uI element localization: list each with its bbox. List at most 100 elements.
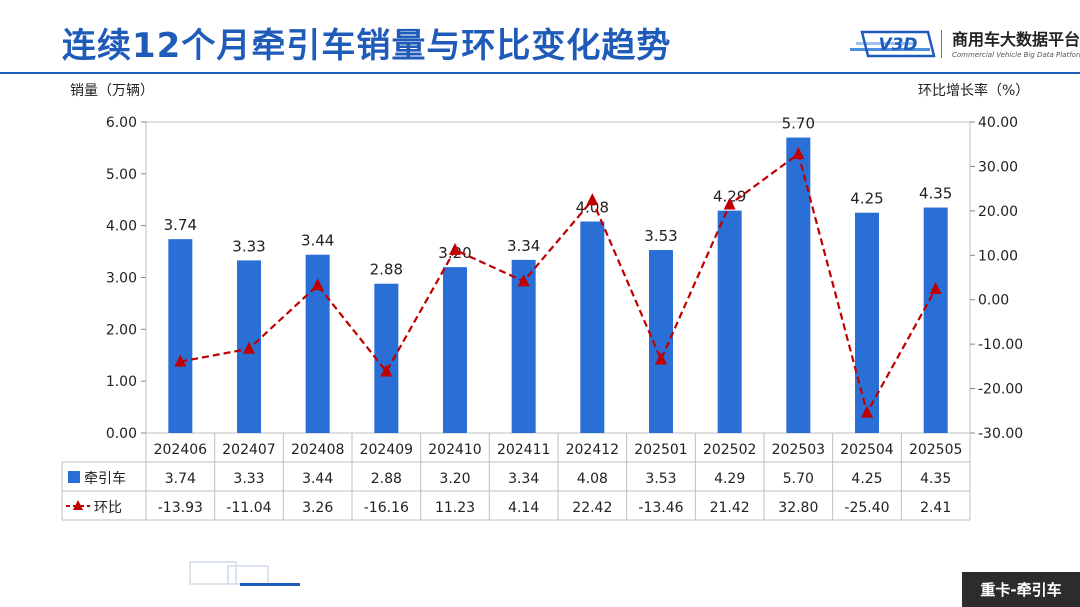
table-line-value: 2.41 (920, 500, 951, 516)
right-axis-tick-label: -30.00 (978, 426, 1023, 442)
truck-decoration-icon (189, 561, 269, 585)
left-axis-tick-label: 6.00 (106, 115, 137, 131)
table-line-value: 22.42 (572, 500, 612, 516)
bar-value-label: 4.29 (713, 188, 746, 206)
bar-value-label: 3.44 (301, 232, 334, 250)
legend-line-name: 环比 (94, 500, 122, 516)
plot-area (145, 121, 971, 434)
bar-value-label: 4.08 (576, 199, 609, 217)
mom-point (243, 341, 255, 354)
table-line-value: 3.26 (302, 500, 333, 516)
category-label: 202411 (497, 442, 550, 458)
right-axis-title: 环比增长率（%） (918, 83, 1030, 99)
truck-logo-icon: V3D (850, 30, 936, 58)
logo-text-cn: 商用车大数据平台 (952, 30, 1080, 49)
category-label: 202407 (222, 442, 275, 458)
table-line-value: -13.93 (158, 500, 203, 516)
bar (717, 210, 742, 433)
bar (786, 137, 811, 434)
category-label: 202409 (360, 442, 413, 458)
right-axis-tick-label: -20.00 (978, 382, 1023, 398)
category-label: 202410 (428, 442, 481, 458)
table-bar-value: 4.25 (851, 471, 882, 487)
bar (168, 239, 193, 433)
category-label: 202406 (154, 442, 208, 458)
bar (443, 267, 467, 433)
mom-point (723, 197, 736, 210)
mom-point (929, 282, 942, 295)
legend-bar-name: 牵引车 (84, 470, 126, 487)
right-axis-tick-label: 30.00 (978, 159, 1018, 175)
left-axis-tick-label: 1.00 (106, 374, 137, 390)
footer-accent (240, 583, 300, 586)
mom-line (180, 152, 937, 416)
bar-value-label: 3.53 (644, 227, 677, 245)
bar-value-label: 3.74 (164, 216, 197, 234)
table-bar-value: 3.74 (165, 471, 196, 487)
mom-point (792, 146, 805, 159)
mom-point (311, 278, 324, 291)
category-label: 202501 (634, 442, 687, 458)
title-underline (0, 72, 1080, 74)
table-bar-value: 3.53 (645, 471, 676, 487)
mom-point (449, 242, 461, 255)
category-label: 202505 (909, 442, 962, 458)
bar-value-label: 5.70 (782, 115, 815, 133)
bar (923, 207, 948, 433)
category-label: 202408 (291, 442, 344, 458)
table-bar-value: 2.88 (371, 471, 402, 487)
mom-point (586, 193, 599, 206)
table-bar-value: 3.20 (439, 471, 470, 487)
table-bar-value: 4.35 (920, 471, 951, 487)
platform-logo: V3D 商用车大数据平台 Commercial Vehicle Big Data… (848, 22, 1080, 68)
bar (511, 259, 536, 433)
right-axis-tick-label: 20.00 (978, 204, 1018, 220)
right-axis-tick-label: 40.00 (978, 115, 1018, 131)
table-line-value: 4.14 (508, 500, 539, 516)
bar (580, 221, 605, 433)
left-axis-tick-label: 0.00 (106, 426, 137, 442)
table-line-value: 11.23 (435, 500, 475, 516)
left-axis-tick-label: 3.00 (106, 271, 137, 287)
table-bar-value: 5.70 (783, 471, 814, 487)
table-bar-value: 4.29 (714, 471, 745, 487)
legend-bar-swatch (68, 471, 80, 483)
left-axis-title: 销量（万辆） (70, 83, 154, 99)
right-axis-tick-label: -10.00 (978, 337, 1023, 353)
table-bar-value: 3.34 (508, 471, 539, 487)
bar-value-label: 3.34 (507, 237, 540, 255)
table-line-value: -16.16 (364, 500, 409, 516)
mom-point (517, 274, 530, 287)
logo-divider (941, 30, 942, 58)
legend-line-marker (73, 500, 83, 510)
table-line-value: 21.42 (710, 500, 750, 516)
bar-value-label: 4.35 (919, 185, 952, 203)
table-line-value: -25.40 (844, 500, 889, 516)
mom-point (655, 352, 667, 365)
page-title: 连续12个月牵引车销量与环比变化趋势 (62, 26, 672, 66)
left-axis-tick-label: 4.00 (106, 219, 137, 235)
bar (855, 212, 879, 433)
table-bar-value: 3.44 (302, 471, 333, 487)
mom-point (380, 364, 393, 377)
category-label: 202504 (840, 442, 894, 458)
bar-value-label: 3.33 (232, 237, 265, 255)
mom-point (174, 354, 187, 367)
bar-value-label: 2.88 (370, 261, 403, 279)
table-line-value: -11.04 (226, 500, 271, 516)
category-label: 202412 (566, 442, 619, 458)
logo-mark: V3D (878, 35, 917, 55)
category-label: 202502 (703, 442, 756, 458)
bar-value-label: 4.25 (850, 190, 883, 208)
table-bar-value: 3.33 (233, 471, 264, 487)
left-axis-tick-label: 5.00 (106, 167, 137, 183)
right-axis-tick-label: 0.00 (978, 293, 1009, 309)
mom-point (861, 405, 873, 418)
table-line-value: 32.80 (778, 500, 818, 516)
footer-tag: 重卡-牵引车 (962, 572, 1080, 607)
category-label: 202503 (772, 442, 825, 458)
left-axis-tick-label: 2.00 (106, 322, 137, 338)
right-axis-tick-label: 10.00 (978, 248, 1018, 264)
logo-text-en: Commercial Vehicle Big Data Platform (952, 51, 1080, 59)
